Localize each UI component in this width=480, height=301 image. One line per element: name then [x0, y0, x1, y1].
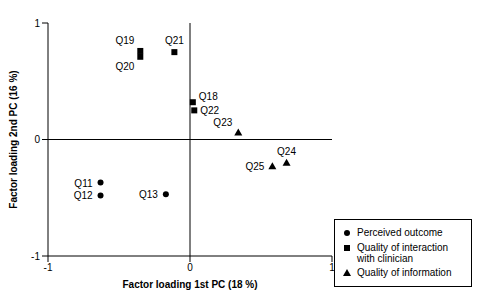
svg-text:Q19: Q19 — [115, 35, 134, 46]
svg-text:Q13: Q13 — [139, 189, 158, 200]
svg-text:-1: -1 — [44, 262, 53, 273]
svg-text:-1: -1 — [31, 251, 40, 262]
svg-text:Q22: Q22 — [200, 105, 219, 116]
svg-text:Q12: Q12 — [74, 190, 93, 201]
html-text:Quality of information: Quality of information — [357, 267, 452, 278]
html-text:Perceived outcome: Perceived outcome — [357, 227, 443, 238]
svg-text:Q21: Q21 — [165, 35, 184, 46]
html-text:Quality of interaction with cl: Quality of interaction with clinician — [357, 242, 449, 264]
svg-text:Q24: Q24 — [277, 146, 296, 157]
svg-text:Q23: Q23 — [213, 117, 232, 128]
svg-text:Q20: Q20 — [115, 61, 134, 72]
svg-text:Q18: Q18 — [199, 91, 218, 102]
svg-text:Q11: Q11 — [74, 178, 93, 189]
svg-text:Factor loading 1st PC (18 %): Factor loading 1st PC (18 %) — [122, 279, 257, 290]
svg-text:Factor loading 2nd PC (16 %): Factor loading 2nd PC (16 %) — [8, 70, 19, 208]
svg-text:0: 0 — [34, 134, 40, 145]
svg-text:Q25: Q25 — [245, 161, 264, 172]
svg-text:1: 1 — [329, 262, 335, 274]
svg-text:0: 0 — [187, 262, 193, 273]
svg-text:1: 1 — [34, 18, 40, 29]
